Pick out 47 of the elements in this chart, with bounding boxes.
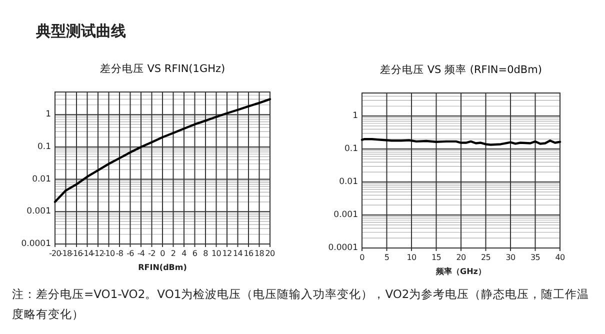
x-tick-label: 15: [432, 253, 442, 262]
y-tick-label: 0.1: [344, 144, 358, 154]
x-axis-title: 频率（GHz）: [435, 266, 486, 276]
x-tick-label: -20: [49, 249, 62, 258]
x-tick-label: 6: [192, 249, 198, 258]
x-tick-label: 5: [384, 253, 390, 262]
x-tick-label: 10: [406, 253, 416, 262]
chart-title: 差分电压 VS RFIN(1GHz): [100, 62, 226, 75]
y-tick-label: 1: [46, 110, 51, 120]
x-tick-label: 20: [456, 253, 466, 262]
x-tick-label: 35: [530, 253, 540, 262]
x-tick-label: 2: [170, 249, 176, 258]
y-tick-label: 0.1: [37, 142, 51, 152]
text: 典型测试曲线: [36, 22, 126, 41]
y-tick-label: 0.001: [334, 210, 358, 220]
x-tick-label: -4: [137, 249, 145, 258]
y-tick-label: 0.01: [339, 177, 358, 188]
x-tick-label: -8: [116, 249, 124, 258]
y-tick-label: 1: [352, 111, 358, 122]
x-tick-label: -6: [126, 249, 134, 258]
x-tick-label: 20: [265, 249, 275, 258]
x-tick-label: -16: [70, 249, 83, 258]
x-tick-label: 12: [222, 249, 232, 258]
text: 注：差分电压=VO1-VO2。VO1为检波电压（电压随输入功率变化），VO2为参考电压（静态电压，随工作温度略有变化）: [12, 286, 590, 323]
x-tick-label: 18: [254, 249, 264, 258]
y-tick-label: 0.0001: [21, 239, 51, 249]
y-tick-label: 0.01: [32, 174, 51, 184]
x-tick-label: 30: [506, 253, 516, 262]
x-tick-label: 0: [160, 249, 166, 258]
y-tick-label: 0.0001: [328, 243, 358, 253]
y-tick-label: 0.001: [26, 206, 51, 217]
x-tick-label: -2: [148, 249, 156, 258]
line-series: [54, 98, 272, 204]
x-tick-label: 14: [233, 249, 243, 258]
x-tick-label: -12: [92, 249, 104, 258]
x-tick-label: 16: [244, 249, 254, 258]
chart-title: 差分电压 VS 频率 (RFIN=0dBm): [380, 63, 542, 76]
x-tick-label: 0: [360, 253, 365, 262]
x-tick-label: -10: [102, 249, 115, 258]
x-tick-label: 25: [481, 253, 491, 262]
x-axis-title: RFIN(dBm): [138, 263, 187, 272]
x-tick-label: -18: [60, 249, 72, 258]
x-tick-label: 40: [555, 253, 565, 262]
x-tick-label: -14: [81, 249, 94, 258]
x-tick-label: 8: [203, 249, 208, 258]
x-tick-label: 10: [212, 249, 222, 258]
x-tick-label: 4: [182, 249, 187, 258]
